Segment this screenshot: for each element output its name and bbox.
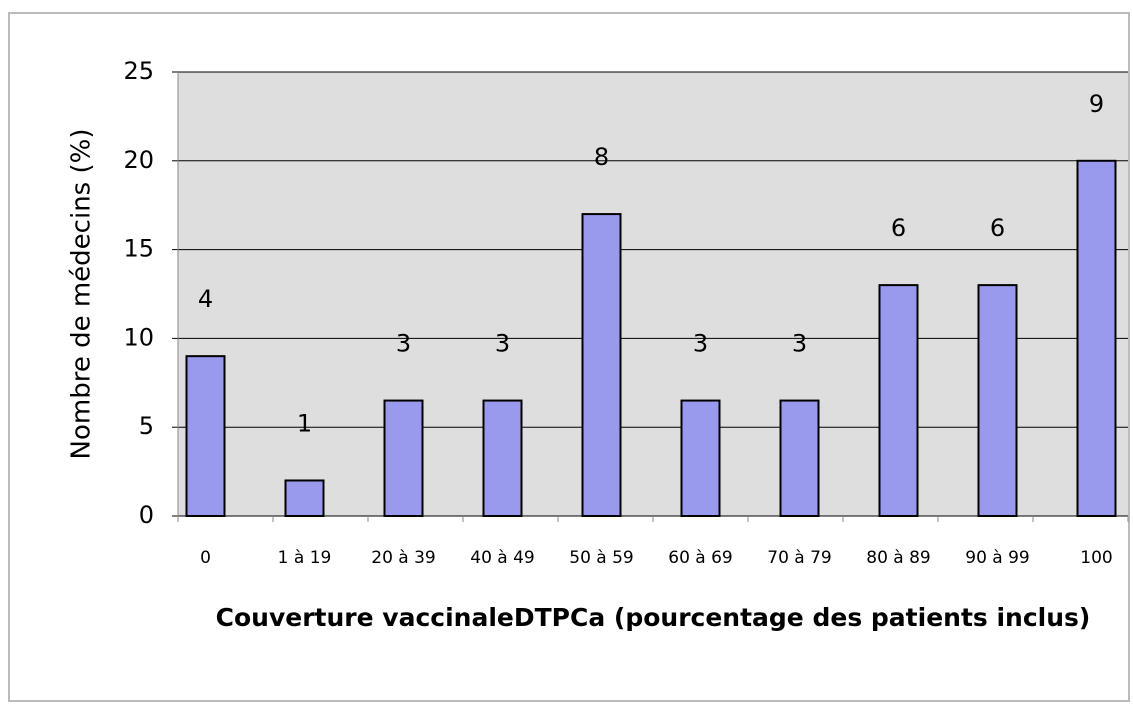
x-tick-label: 40 à 49 — [470, 548, 535, 568]
data-label: 3 — [495, 330, 510, 358]
bar — [284, 479, 325, 518]
y-tick-label: 20 — [123, 146, 154, 174]
data-label: 4 — [198, 285, 213, 313]
x-tick-label: 90 à 99 — [965, 548, 1030, 568]
bar — [680, 399, 721, 517]
bar — [878, 284, 919, 517]
data-label: 6 — [990, 214, 1005, 242]
bar — [185, 355, 226, 517]
y-tick-label: 5 — [139, 412, 154, 440]
x-tick-label: 60 à 69 — [668, 548, 733, 568]
x-axis-label: Couverture vaccinaleDTPCa (pourcentage d… — [215, 603, 1091, 632]
x-tick-label: 1 à 19 — [278, 548, 332, 568]
x-tick-label: 80 à 89 — [866, 548, 931, 568]
data-label: 8 — [594, 143, 609, 171]
data-label: 3 — [693, 330, 708, 358]
bar — [779, 399, 820, 517]
frame — [8, 12, 1130, 702]
y-tick-label: 10 — [123, 323, 154, 351]
y-tick-label: 15 — [123, 235, 154, 263]
y-axis-label: Nombre de médecins (%) — [67, 129, 97, 460]
data-label: 3 — [396, 330, 411, 358]
data-label: 3 — [792, 330, 807, 358]
x-tick-label: 0 — [200, 548, 211, 568]
bar — [1076, 159, 1117, 518]
y-tick-label: 0 — [139, 501, 154, 529]
bar — [383, 399, 424, 517]
y-tick-label: 25 — [123, 57, 154, 85]
x-tick-label: 50 à 59 — [569, 548, 634, 568]
plot-area — [178, 72, 1128, 516]
data-label: 9 — [1089, 90, 1104, 118]
data-label: 6 — [891, 214, 906, 242]
bar — [977, 284, 1018, 517]
x-tick-label: 20 à 39 — [371, 548, 436, 568]
bar — [581, 213, 622, 518]
x-tick-label: 100 — [1080, 548, 1112, 568]
x-tick-label: 70 à 79 — [767, 548, 832, 568]
bar — [482, 399, 523, 517]
data-label: 1 — [297, 409, 312, 437]
